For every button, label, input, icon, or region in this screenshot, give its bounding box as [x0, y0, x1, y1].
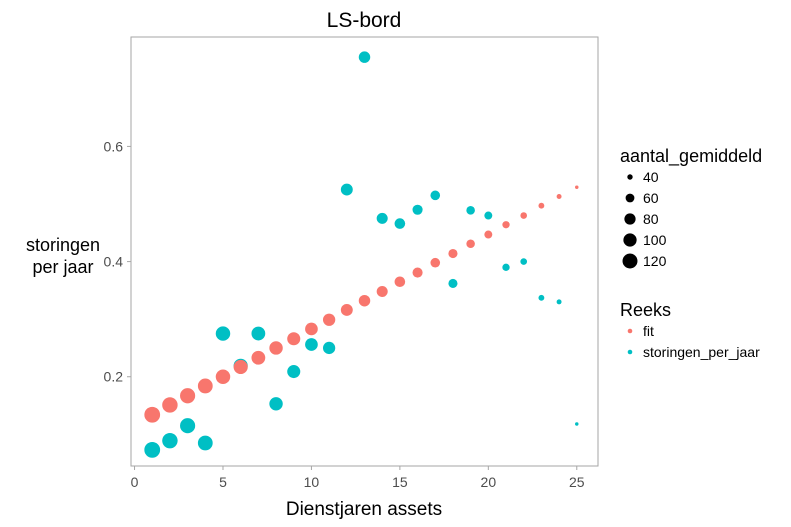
color-key-label: storingen_per_jaar — [643, 344, 760, 360]
chart-title: LS-bord — [327, 9, 402, 32]
point-fit — [251, 350, 266, 365]
size-key-icon — [625, 193, 635, 203]
x-tick-label: 0 — [131, 474, 139, 490]
y-tick-label: 0.6 — [104, 138, 124, 154]
point-fit — [305, 322, 318, 336]
point-storingen_per_jaar — [466, 206, 475, 215]
point-fit — [340, 304, 353, 316]
color-legend-title: Reeks — [620, 300, 671, 320]
points-layer — [144, 51, 579, 458]
point-fit — [376, 286, 388, 298]
point-storingen_per_jaar — [340, 183, 353, 196]
point-fit — [430, 257, 441, 268]
point-fit — [556, 194, 562, 199]
point-storingen_per_jaar — [180, 418, 196, 434]
point-storingen_per_jaar — [162, 432, 178, 449]
color-key-icon — [627, 328, 633, 334]
y-tick-label: 0.2 — [104, 369, 124, 385]
y-axis: 0.2 0.4 0.6 — [104, 138, 131, 385]
size-legend: aantal_gemiddeld 40 60 80 100 120 — [620, 146, 762, 269]
point-fit — [144, 406, 161, 423]
color-legend: Reeks fit storingen_per_jaar — [620, 300, 760, 360]
point-fit — [448, 248, 458, 259]
y-axis-label-line2: per jaar — [32, 257, 93, 277]
point-storingen_per_jaar — [502, 263, 510, 271]
y-axis-label-line1: storingen — [26, 235, 100, 255]
point-storingen_per_jaar — [144, 441, 161, 458]
x-tick-label: 15 — [392, 474, 408, 490]
point-storingen_per_jaar — [269, 397, 283, 411]
size-key-label: 80 — [643, 211, 659, 227]
x-tick-label: 20 — [481, 474, 497, 490]
size-key-label: 40 — [643, 169, 659, 185]
x-tick-label: 25 — [569, 474, 585, 490]
point-fit — [412, 267, 423, 278]
size-key-icon — [622, 253, 638, 269]
point-storingen_per_jaar — [376, 212, 388, 224]
point-fit — [466, 239, 475, 248]
point-fit — [575, 185, 579, 190]
point-fit — [180, 388, 196, 404]
point-fit — [322, 313, 336, 326]
x-tick-label: 5 — [219, 474, 227, 490]
color-key-label: fit — [643, 323, 654, 339]
size-key-label: 120 — [643, 253, 667, 269]
point-storingen_per_jaar — [394, 218, 406, 229]
point-storingen_per_jaar — [538, 294, 545, 301]
point-fit — [484, 230, 493, 239]
point-fit — [215, 369, 231, 384]
x-axis-label: Dienstjaren assets — [286, 499, 442, 520]
point-storingen_per_jaar — [287, 365, 301, 379]
point-fit — [538, 202, 545, 209]
point-fit — [233, 359, 248, 375]
point-storingen_per_jaar — [358, 51, 371, 63]
point-storingen_per_jaar — [430, 190, 441, 201]
plot-panel — [130, 36, 599, 467]
point-fit — [394, 276, 406, 288]
point-storingen_per_jaar — [251, 326, 266, 341]
point-storingen_per_jaar — [412, 204, 423, 215]
point-storingen_per_jaar — [520, 258, 528, 265]
x-axis: 0 5 10 15 20 25 — [131, 466, 585, 490]
point-storingen_per_jaar — [215, 326, 231, 341]
point-storingen_per_jaar — [575, 422, 579, 426]
point-storingen_per_jaar — [322, 341, 336, 355]
size-key-icon — [623, 233, 637, 247]
point-fit — [520, 212, 528, 219]
point-storingen_per_jaar — [484, 211, 493, 220]
point-fit — [197, 378, 213, 394]
point-fit — [502, 221, 510, 229]
point-storingen_per_jaar — [556, 299, 562, 305]
y-tick-label: 0.4 — [104, 254, 124, 270]
point-storingen_per_jaar — [197, 435, 213, 451]
color-key-icon — [627, 349, 633, 355]
size-key-label: 60 — [643, 190, 659, 206]
size-legend-title: aantal_gemiddeld — [620, 146, 762, 167]
point-fit — [358, 295, 371, 307]
size-key-icon — [624, 213, 636, 225]
x-tick-label: 10 — [304, 474, 320, 490]
point-storingen_per_jaar — [448, 278, 458, 289]
size-key-label: 100 — [643, 232, 667, 248]
point-fit — [269, 341, 283, 355]
point-fit — [162, 397, 178, 413]
point-storingen_per_jaar — [305, 338, 318, 351]
point-fit — [287, 332, 301, 346]
size-key-icon — [627, 174, 633, 180]
